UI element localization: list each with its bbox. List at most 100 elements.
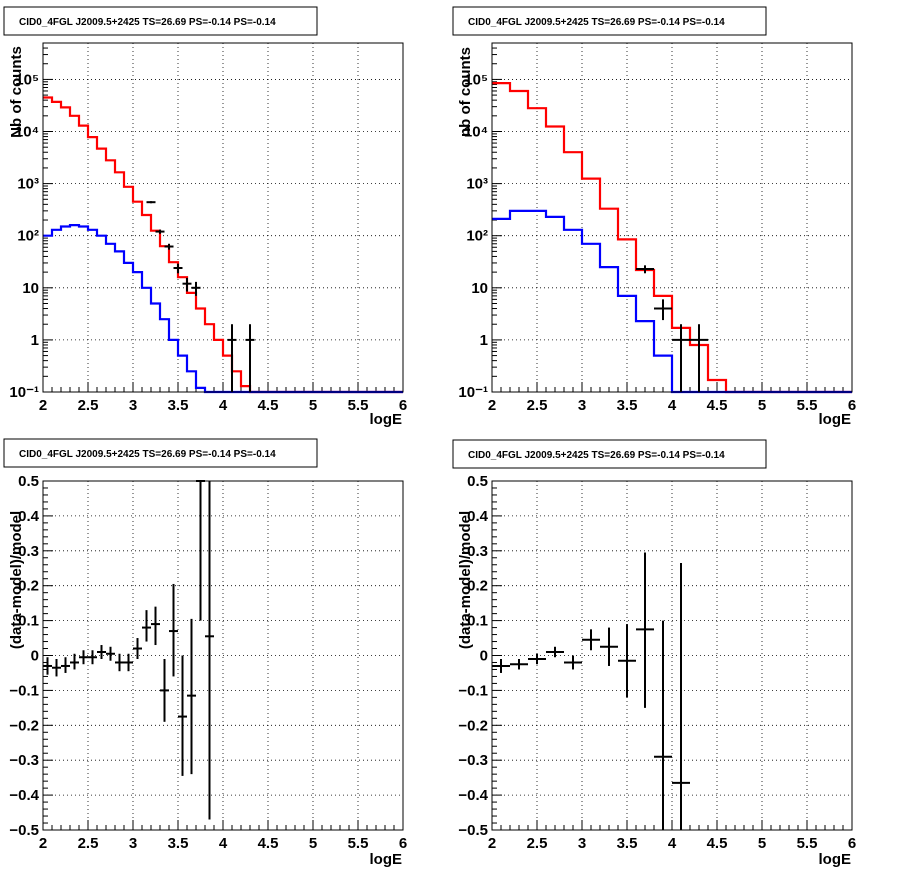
data-point (654, 620, 672, 830)
x-tick-label: 4.5 (258, 835, 279, 852)
y-axis-label: nb of counts (457, 47, 474, 137)
x-axis-label: logE (370, 411, 403, 428)
x-tick-label: 5 (758, 835, 766, 852)
y-tick-label: 0.1 (467, 613, 488, 630)
data-point (142, 610, 151, 642)
y-tick-label: 1 (31, 332, 39, 349)
y-tick-label: 0.4 (467, 508, 489, 525)
x-tick-label: 5.5 (348, 835, 369, 852)
x-tick-label: 3.5 (168, 397, 189, 414)
x-tick-label: 3 (129, 835, 137, 852)
y-tick-label: 10⁴ (464, 124, 488, 141)
x-tick-label: 4 (219, 835, 228, 852)
x-tick-label: 6 (399, 835, 407, 852)
y-tick-label: 10 (22, 280, 39, 297)
y-tick-label: 0.5 (467, 473, 488, 490)
y-tick-label: 0.3 (467, 543, 488, 560)
x-tick-label: 5.5 (797, 835, 818, 852)
y-tick-label: −0.2 (9, 717, 39, 734)
data-point (151, 606, 160, 646)
y-tick-label: 10⁻¹ (9, 384, 39, 401)
x-tick-label: 5.5 (797, 397, 818, 414)
x-tick-label: 2.5 (527, 835, 548, 852)
data-point (618, 624, 636, 698)
data-point (245, 324, 255, 392)
data-point (133, 638, 142, 659)
plot-frame (42, 480, 404, 831)
y-tick-label: 0 (480, 648, 488, 665)
y-tick-label: 10² (466, 228, 488, 245)
y-tick-label: 10 (471, 280, 488, 297)
histogram-series (43, 96, 403, 394)
x-tick-label: 6 (399, 397, 407, 414)
x-tick-label: 5.5 (348, 397, 369, 414)
data-point (636, 552, 654, 708)
data-point (510, 658, 528, 670)
x-tick-label: 5 (309, 835, 317, 852)
x-tick-label: 5 (309, 397, 317, 414)
data-point (97, 645, 106, 659)
panel-title: CID0_4FGL J2009.5+2425 TS=26.69 PS=-0.14… (19, 449, 276, 460)
y-tick-label: 0.2 (467, 578, 488, 595)
y-tick-label: 0.2 (18, 578, 39, 595)
y-tick-label: 10⁵ (15, 71, 39, 88)
y-tick-label: 10⁵ (464, 71, 488, 88)
y-tick-label: 10⁴ (15, 124, 39, 141)
x-tick-label: 4 (668, 397, 677, 414)
chart-panel-3: CID0_4FGL J2009.5+2425 TS=26.69 PS=-0.14… (3, 438, 407, 868)
data-point (528, 653, 546, 665)
data-point (88, 650, 97, 665)
data-point (191, 281, 201, 296)
data-point (492, 658, 510, 673)
plot-frame (42, 42, 404, 393)
data-point (600, 627, 618, 666)
y-tick-label: 0.4 (18, 508, 40, 525)
data-point (654, 299, 672, 321)
data-point (169, 583, 178, 677)
data-point (205, 481, 214, 820)
x-tick-label: 4.5 (707, 397, 728, 414)
data-point (564, 655, 582, 670)
y-tick-label: 0 (31, 648, 39, 665)
chart-panel-1: CID0_4FGL J2009.5+2425 TS=26.69 PS=-0.14… (3, 6, 407, 428)
y-tick-label: 10³ (17, 176, 39, 193)
chart-panel-2: CID0_4FGL J2009.5+2425 TS=26.69 PS=-0.14… (452, 6, 856, 428)
chart-panel-4: CID0_4FGL J2009.5+2425 TS=26.69 PS=-0.14… (452, 439, 856, 868)
x-tick-label: 2.5 (78, 397, 99, 414)
x-tick-label: 3 (578, 835, 586, 852)
title-box (3, 6, 318, 36)
x-tick-label: 4.5 (707, 835, 728, 852)
x-tick-label: 4.5 (258, 397, 279, 414)
data-point (173, 263, 183, 274)
y-tick-label: −0.4 (458, 787, 488, 804)
data-point (160, 658, 169, 722)
data-point (672, 324, 690, 392)
data-point (187, 618, 196, 775)
y-tick-label: −0.5 (458, 822, 488, 839)
title-box (3, 438, 318, 468)
y-tick-label: −0.3 (9, 752, 39, 769)
y-axis-label: (data-model)/model (457, 511, 474, 649)
x-tick-label: 3.5 (617, 397, 638, 414)
x-tick-label: 2 (39, 397, 47, 414)
x-tick-label: 3.5 (617, 835, 638, 852)
data-point (582, 629, 600, 651)
x-tick-label: 2 (488, 835, 496, 852)
y-tick-label: −0.3 (458, 752, 488, 769)
x-tick-label: 4 (668, 835, 677, 852)
title-box (452, 6, 767, 36)
x-tick-label: 2 (39, 835, 47, 852)
data-point (636, 265, 654, 274)
data-point (690, 324, 708, 392)
y-axis-label: Nb of counts (8, 46, 25, 138)
title-box (452, 439, 767, 469)
y-tick-label: 0.1 (18, 613, 39, 630)
x-tick-label: 3 (129, 397, 137, 414)
data-point (52, 658, 61, 677)
x-axis-label: logE (819, 851, 852, 868)
y-tick-label: 1 (480, 332, 488, 349)
x-tick-label: 6 (848, 397, 856, 414)
data-point (146, 201, 156, 204)
histogram-series (492, 209, 852, 394)
